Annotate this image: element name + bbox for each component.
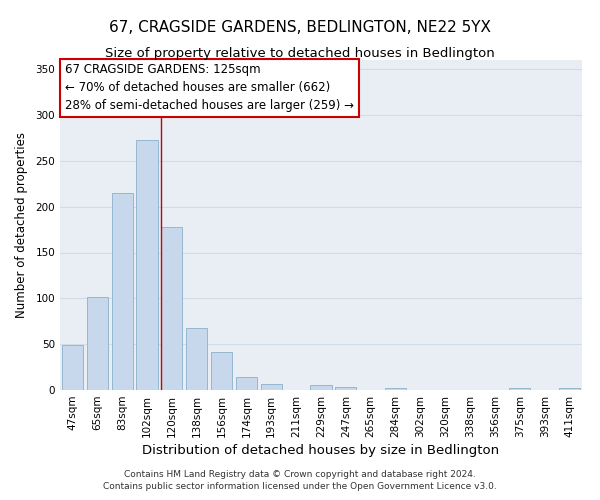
Bar [559, 388, 580, 390]
Bar [87, 298, 108, 390]
Bar [186, 328, 207, 390]
X-axis label: Distribution of detached houses by size in Bedlington: Distribution of detached houses by size … [142, 444, 500, 457]
Text: Contains HM Land Registry data © Crown copyright and database right 2024.: Contains HM Land Registry data © Crown c… [124, 470, 476, 479]
Text: 67, CRAGSIDE GARDENS, BEDLINGTON, NE22 5YX: 67, CRAGSIDE GARDENS, BEDLINGTON, NE22 5… [109, 20, 491, 35]
Bar [509, 388, 530, 390]
Bar [136, 140, 158, 390]
Bar [161, 227, 182, 390]
Bar [62, 345, 83, 390]
Text: 67 CRAGSIDE GARDENS: 125sqm
← 70% of detached houses are smaller (662)
28% of se: 67 CRAGSIDE GARDENS: 125sqm ← 70% of det… [65, 64, 354, 112]
Bar [211, 352, 232, 390]
Bar [261, 384, 282, 390]
Bar [236, 377, 257, 390]
Text: Size of property relative to detached houses in Bedlington: Size of property relative to detached ho… [105, 48, 495, 60]
Text: Contains public sector information licensed under the Open Government Licence v3: Contains public sector information licen… [103, 482, 497, 491]
Bar [385, 388, 406, 390]
Y-axis label: Number of detached properties: Number of detached properties [16, 132, 28, 318]
Bar [310, 386, 332, 390]
Bar [335, 387, 356, 390]
Bar [112, 193, 133, 390]
